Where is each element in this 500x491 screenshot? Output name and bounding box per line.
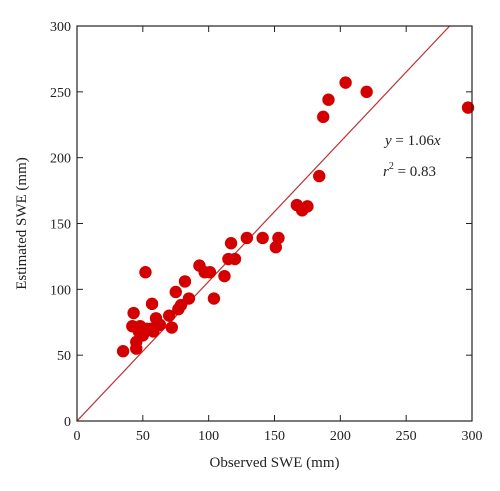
y-axis-label: Estimated SWE (mm) (14, 157, 30, 289)
y-tick-label: 50 (57, 349, 71, 364)
data-point (461, 101, 475, 114)
x-tick-label: 300 (462, 429, 483, 444)
equation-y-variable: y (383, 133, 392, 149)
y-tick-label: 200 (50, 152, 71, 167)
data-point (182, 292, 196, 305)
data-point (224, 237, 238, 250)
data-point (127, 306, 140, 320)
data-point (313, 169, 326, 183)
data-point (207, 292, 221, 305)
y-tick-label: 300 (50, 20, 71, 35)
data-point (153, 318, 167, 332)
data-point (317, 110, 330, 124)
data-point (256, 231, 269, 245)
data-point (360, 85, 373, 99)
x-tick-label: 150 (264, 429, 285, 444)
data-point (339, 76, 352, 89)
r-squared-variable: r (383, 164, 389, 180)
data-point (240, 231, 254, 245)
y-tick-label: 100 (50, 283, 71, 298)
equation-x-variable: x (433, 133, 441, 149)
plot-area (77, 26, 451, 421)
data-point (165, 321, 178, 334)
r-squared-value: = 0.83 (394, 164, 436, 180)
axis-ticks: 0 50 100 150 200 250 300 0 50 100 150 200 250 300 (50, 20, 483, 444)
y-tick-label: 250 (50, 86, 71, 101)
data-point (178, 275, 192, 288)
data-point (116, 345, 130, 358)
data-point (145, 297, 159, 311)
r-squared-annotation: r2 = 0.83 (383, 161, 436, 180)
data-points (116, 76, 475, 358)
x-axis-label: Observed SWE (mm) (210, 455, 340, 471)
x-tick-label: 100 (198, 429, 219, 444)
r-squared-superscript: 2 (389, 161, 394, 172)
y-tick-label: 150 (50, 218, 71, 233)
data-point (272, 231, 285, 245)
data-point (322, 93, 335, 106)
x-tick-label: 0 (74, 429, 81, 444)
plot-frame (76, 25, 473, 422)
regression-line (77, 26, 451, 421)
data-point (139, 266, 152, 279)
y-tick-label: 0 (64, 415, 71, 430)
x-tick-label: 50 (136, 429, 150, 444)
x-tick-label: 250 (396, 429, 417, 444)
regression-equation: y = 1.06x (383, 133, 441, 149)
data-point (203, 266, 217, 279)
data-point (228, 252, 242, 266)
data-point (169, 285, 182, 299)
data-point (162, 309, 176, 322)
equation-coefficient: = 1.06 (392, 133, 435, 149)
data-point (218, 269, 231, 283)
x-tick-label: 200 (330, 429, 351, 444)
data-point (301, 200, 314, 213)
